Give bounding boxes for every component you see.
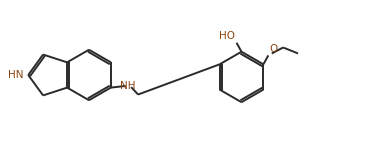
Text: NH: NH [121,81,136,91]
Text: HN: HN [8,70,23,80]
Text: O: O [270,44,278,54]
Text: HO: HO [219,31,235,41]
